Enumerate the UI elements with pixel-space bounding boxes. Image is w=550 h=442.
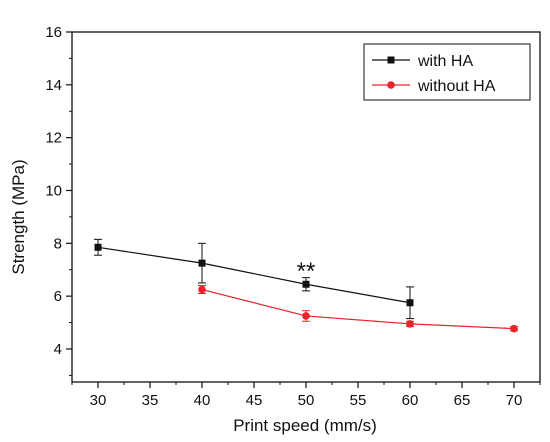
y-tick-label: 6 xyxy=(54,288,62,305)
y-axis-label: Strength (MPa) xyxy=(9,159,28,274)
axis-ticks: 4 6 8 10 12 14 16 30 35 40 45 50 55 60 65 70 xyxy=(45,24,541,409)
y-tick-label: 10 xyxy=(45,182,62,199)
series-0 xyxy=(94,238,414,320)
y-tick-label: 4 xyxy=(54,341,62,358)
y-tick-label: 16 xyxy=(45,24,62,41)
data-point xyxy=(94,243,102,251)
annotations: ** xyxy=(297,258,316,285)
x-tick-label: 65 xyxy=(454,392,471,409)
x-tick-label: 35 xyxy=(142,392,159,409)
data-point xyxy=(406,320,414,328)
legend-label: with HA xyxy=(417,53,473,70)
legend-marker xyxy=(387,56,395,64)
y-tick-label: 12 xyxy=(45,130,62,147)
x-tick-label: 70 xyxy=(506,392,523,409)
series-1 xyxy=(198,285,518,333)
series-line xyxy=(97,246,411,304)
x-axis-label: Print speed (mm/s) xyxy=(233,416,377,435)
significance-annotation: ** xyxy=(297,258,316,285)
data-point xyxy=(406,299,414,307)
legend-marker xyxy=(387,81,395,89)
series-line xyxy=(201,288,515,330)
legend: with HA without HA xyxy=(363,43,531,101)
x-tick-label: 30 xyxy=(90,392,107,409)
x-tick-label: 50 xyxy=(298,392,315,409)
data-point xyxy=(302,312,310,320)
legend-box xyxy=(363,43,531,101)
x-tick-label: 45 xyxy=(246,392,263,409)
y-tick-label: 14 xyxy=(45,77,62,94)
x-tick-label: 55 xyxy=(350,392,367,409)
data-point xyxy=(302,280,310,288)
legend-label: without HA xyxy=(417,78,496,95)
y-tick-label: 8 xyxy=(54,235,62,252)
series-layer xyxy=(94,238,518,333)
data-point xyxy=(510,324,518,333)
x-tick-label: 60 xyxy=(402,392,419,409)
x-tick-label: 40 xyxy=(194,392,211,409)
data-point xyxy=(198,285,206,294)
data-point xyxy=(198,259,206,267)
